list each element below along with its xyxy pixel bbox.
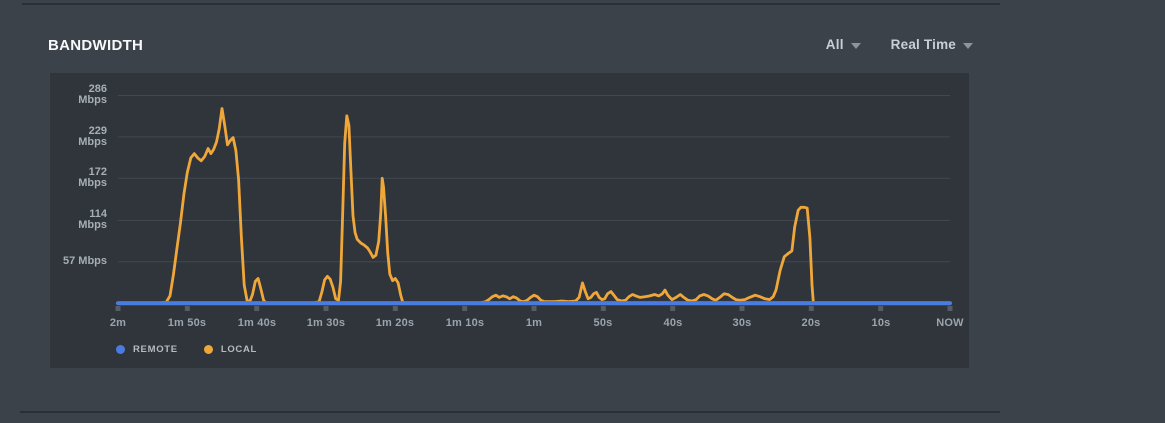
x-axis-tick-label: 1m 40s [237,317,277,329]
y-axis-tick-label: 114 Mbps [78,208,107,231]
remote-series-dot-icon [116,345,125,354]
x-axis-tick-mark [600,306,606,311]
y-axis-tick-label: 57 Mbps [62,255,107,267]
bottom-divider [20,411,1000,413]
y-axis-tick-label: 229 Mbps [78,125,107,148]
bandwidth-chart-panel: 286 Mbps 229 Mbps 172 Mbps 114 Mbps 57 Mbps … [50,73,969,368]
filter-dropdown-all[interactable]: All [826,37,861,52]
y-axis-tick-label: 286 Mbps [78,83,107,106]
chart-filters: All Real Time [826,37,973,52]
chart-legend: REMOTE LOCAL [116,344,257,355]
chevron-down-icon [850,42,861,49]
chevron-down-icon [963,42,973,49]
y-axis-tick-label: 172 Mbps [78,166,107,189]
x-axis-tick-mark [462,306,468,311]
x-axis-tick-mark [254,306,260,311]
x-axis-tick-label: 1m 20s [375,317,415,329]
x-axis-tick-mark [808,306,814,311]
x-axis-tick-mark [392,306,398,311]
bandwidth-chart [115,95,953,311]
x-axis-tick-mark [878,306,884,311]
x-axis-tick-mark [531,306,537,311]
x-axis-tick-label: 40s [663,317,683,329]
x-axis-tick-label: 1m 10s [445,317,485,329]
x-axis-tick-label: 20s [801,317,821,329]
x-axis-tick-mark [115,306,121,311]
x-axis-tick-mark [670,306,676,311]
x-axis-tick-mark [739,306,745,311]
legend-item-label: REMOTE [133,344,178,355]
local-series-dot-icon [203,345,213,354]
x-axis-tick-mark [323,306,329,311]
x-axis-tick-label: 50s [593,317,613,329]
local-series-line [116,107,952,305]
x-axis-tick-label: 1m 50s [167,317,207,329]
filter-dropdown-timerange-label: Real Time [890,37,956,52]
x-axis-tick-mark [947,306,953,311]
legend-item-label: LOCAL [220,344,258,355]
x-axis-tick-label: 10s [871,317,891,329]
x-axis-tick-label: 1m 30s [306,317,346,329]
x-axis-tick-label: NOW [936,317,964,329]
top-divider [22,3,1000,5]
page-title: BANDWIDTH [48,37,144,54]
legend-item-remote[interactable]: REMOTE [116,344,178,355]
legend-item-local[interactable]: LOCAL [203,344,258,355]
x-axis-tick-label: 1m [525,317,543,329]
filter-dropdown-all-label: All [825,37,844,52]
x-axis-tick-label: 2m [109,317,127,329]
x-axis-tick-label: 30s [732,317,752,329]
x-axis-tick-mark [184,306,190,311]
filter-dropdown-timerange[interactable]: Real Time [891,37,973,52]
